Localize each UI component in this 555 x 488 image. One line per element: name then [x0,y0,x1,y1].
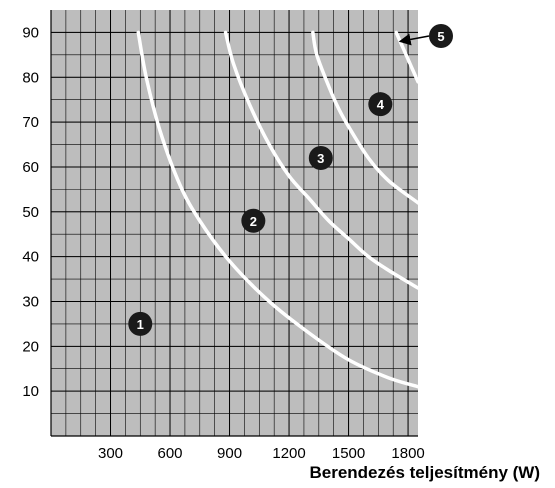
boundary-curve-3 [311,30,418,205]
boundary-curve-2 [223,30,418,290]
zone-label: 2 [250,214,257,229]
x-tick-label: 900 [217,445,242,462]
x-tick-label: 1200 [272,445,305,462]
y-tick-label: 80 [22,69,39,86]
zone-marker-5: 5 [398,24,453,48]
zone-marker-1: 1 [128,311,153,336]
x-tick-label: 1800 [391,445,424,462]
y-tick-label: 90 [22,24,39,41]
x-tick-label: 300 [98,445,123,462]
y-tick-label: 50 [22,204,39,221]
zone-label: 3 [317,151,324,166]
major-grid [51,10,418,436]
zone-label: 5 [437,29,444,44]
x-axis-ticks: 300 600 900 1200 1500 1800 [98,445,425,462]
y-axis-ticks: 10 20 30 40 50 60 70 80 90 [22,24,39,400]
plot-area [51,10,418,436]
x-tick-label: 600 [158,445,183,462]
zone-label: 1 [137,317,144,332]
axes [50,10,418,437]
y-tick-label: 30 [22,293,39,310]
callout-arrow [398,33,430,46]
x-axis-label: Berendezés teljesítmény (W) [309,463,540,482]
y-tick-label: 40 [22,249,39,266]
zone-marker-2: 2 [241,208,266,233]
x-tick-label: 1500 [332,445,365,462]
y-tick-label: 60 [22,159,39,176]
zone-marker-3: 3 [308,145,333,170]
zone-marker-4: 4 [368,92,393,117]
y-tick-label: 10 [22,383,39,400]
boundary-curve-1 [136,30,418,389]
zone-label: 4 [377,97,385,112]
zone-markers: 1 2 3 4 5 [128,24,453,336]
y-tick-label: 20 [22,338,39,355]
y-tick-label: 70 [22,114,39,131]
